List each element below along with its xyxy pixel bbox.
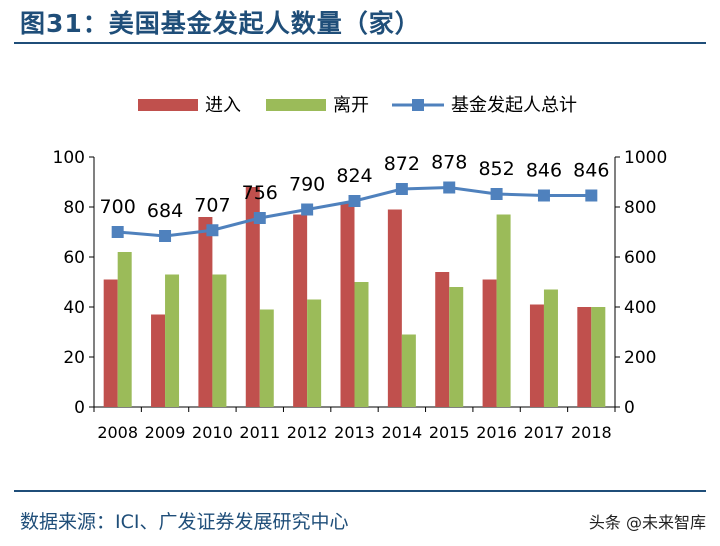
x-tick-label: 2018 bbox=[571, 423, 612, 442]
x-tick-label: 2013 bbox=[334, 423, 375, 442]
bar-exit bbox=[496, 214, 511, 407]
x-tick-label: 2009 bbox=[145, 423, 186, 442]
source-rule bbox=[14, 490, 706, 492]
right-tick-label: 0 bbox=[624, 398, 635, 418]
bar-exit bbox=[543, 289, 558, 407]
total-marker bbox=[348, 195, 361, 207]
total-marker bbox=[443, 181, 456, 194]
total-value-label: 684 bbox=[147, 200, 183, 222]
x-tick-label: 2012 bbox=[287, 423, 328, 442]
bar-exit bbox=[165, 274, 180, 407]
total-marker bbox=[537, 189, 550, 202]
legend-swatch-exit bbox=[266, 99, 326, 111]
bar-exit bbox=[307, 299, 322, 407]
total-value-label: 872 bbox=[384, 153, 420, 175]
total-marker bbox=[395, 183, 408, 195]
bar-entry bbox=[482, 279, 497, 407]
right-tick-label: 800 bbox=[624, 198, 656, 218]
x-tick-label: 2014 bbox=[382, 423, 423, 442]
bar-exit bbox=[354, 282, 369, 407]
total-marker bbox=[111, 226, 124, 238]
total-value-label: 846 bbox=[526, 160, 562, 182]
total-value-label: 824 bbox=[336, 165, 372, 187]
total-value-label: 700 bbox=[100, 196, 136, 218]
legend-label-entry: 进入 bbox=[205, 95, 241, 116]
total-marker bbox=[159, 230, 172, 242]
left-tick-label: 60 bbox=[63, 248, 85, 268]
legend-label-total: 基金发起人总计 bbox=[451, 95, 577, 116]
bar-entry bbox=[103, 279, 118, 407]
bar-exit bbox=[117, 252, 132, 407]
source-note: 数据来源：ICI、广发证券发展研究中心 bbox=[20, 511, 349, 533]
bar-entry bbox=[577, 307, 592, 407]
total-value-label: 878 bbox=[431, 152, 467, 174]
total-value-label: 846 bbox=[573, 160, 609, 182]
x-tick-label: 2008 bbox=[97, 423, 138, 442]
total-marker bbox=[301, 203, 314, 216]
left-tick-label: 20 bbox=[63, 348, 85, 368]
x-tick-label: 2015 bbox=[429, 423, 470, 442]
bar-exit bbox=[259, 309, 274, 407]
total-value-label: 707 bbox=[194, 194, 230, 216]
total-marker bbox=[253, 212, 266, 224]
x-tick-label: 2011 bbox=[239, 423, 280, 442]
x-tick-label: 2017 bbox=[524, 423, 565, 442]
total-marker bbox=[206, 224, 219, 237]
right-tick-label: 1000 bbox=[624, 148, 667, 168]
right-tick-label: 200 bbox=[624, 348, 656, 368]
total-marker bbox=[585, 189, 598, 202]
total-value-label: 790 bbox=[289, 174, 325, 196]
x-tick-label: 2010 bbox=[192, 423, 233, 442]
legend-swatch-entry bbox=[138, 99, 198, 111]
bar-exit bbox=[401, 334, 416, 407]
left-tick-label: 100 bbox=[53, 148, 85, 168]
total-value-label: 852 bbox=[478, 158, 514, 180]
left-tick-label: 0 bbox=[74, 398, 85, 418]
left-tick-label: 80 bbox=[63, 198, 85, 218]
figure-title: 图31：美国基金发起人数量（家） bbox=[20, 9, 421, 38]
bar-entry bbox=[293, 214, 308, 407]
watermark: 头条 @未来智库 bbox=[588, 513, 706, 532]
right-tick-label: 600 bbox=[624, 248, 656, 268]
bar-entry bbox=[245, 187, 260, 407]
bar-entry bbox=[387, 209, 402, 407]
left-tick-label: 40 bbox=[63, 298, 85, 318]
bar-entry bbox=[340, 202, 355, 407]
x-tick-label: 2016 bbox=[476, 423, 517, 442]
bar-entry bbox=[435, 272, 450, 407]
bar-exit bbox=[449, 287, 464, 407]
bar-entry bbox=[198, 217, 213, 407]
bar-exit bbox=[212, 274, 227, 407]
total-marker bbox=[490, 188, 503, 200]
right-tick-label: 400 bbox=[624, 298, 656, 318]
bar-entry bbox=[151, 314, 166, 407]
total-value-label: 756 bbox=[242, 182, 278, 204]
bar-exit bbox=[591, 307, 606, 407]
legend-marker-total bbox=[412, 99, 424, 111]
legend-label-exit: 离开 bbox=[333, 95, 369, 116]
bar-entry bbox=[529, 304, 544, 407]
title-rule bbox=[14, 42, 706, 44]
